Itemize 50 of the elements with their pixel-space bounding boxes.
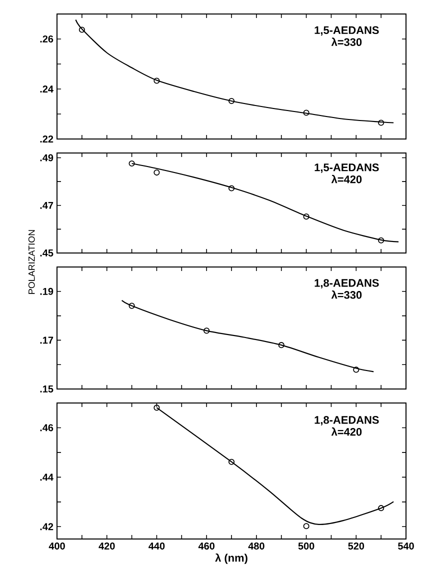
point	[154, 78, 160, 84]
y-tick-label: .44	[40, 474, 54, 481]
y-tick-label: .22	[40, 136, 54, 142]
y-tick-label: .17	[40, 336, 54, 344]
point	[228, 185, 235, 192]
x-axis-title: λ (nm)	[215, 553, 248, 564]
annotation: 1,8-AEDANS	[314, 416, 379, 426]
x-tick-label: 440	[148, 542, 165, 550]
x-tick-label: 520	[348, 542, 364, 550]
point	[303, 214, 310, 220]
line-series	[131, 162, 400, 242]
y-tick-label: .49	[40, 154, 54, 162]
point	[128, 302, 135, 309]
point	[228, 98, 235, 104]
annotation: 1,8-AEDANS	[314, 279, 379, 288]
line-series	[121, 300, 374, 372]
point	[378, 237, 384, 244]
point	[154, 169, 160, 176]
y-tick-label: .45	[40, 250, 54, 256]
line-series	[75, 19, 394, 124]
y-tick-label: .47	[40, 202, 54, 209]
x-tick-label: 480	[248, 542, 264, 550]
line-series	[156, 407, 394, 525]
y-tick-label: .19	[40, 288, 54, 295]
annotation: λ=330	[331, 38, 362, 46]
point	[78, 26, 85, 33]
point	[353, 366, 360, 373]
point	[303, 523, 310, 530]
y-tick-label: .26	[40, 35, 54, 43]
point	[228, 458, 235, 465]
point	[378, 120, 384, 126]
annotation: λ=420	[331, 174, 362, 184]
y-tick-label: .46	[40, 424, 54, 432]
y-tick-label: .15	[40, 386, 54, 392]
annotation: λ=330	[331, 290, 362, 299]
y-tick-label: .24	[40, 86, 54, 92]
y-axis-title: POLARIZATION	[28, 230, 35, 294]
x-tick-label: 540	[398, 542, 414, 550]
annotation: 1,5-AEDANS	[314, 164, 379, 173]
x-tick-label: 400	[48, 542, 65, 550]
point	[204, 328, 210, 334]
point	[278, 342, 284, 348]
x-tick-label: 420	[98, 542, 115, 550]
x-tick-label: 460	[198, 542, 214, 550]
point	[378, 505, 384, 512]
point	[303, 110, 310, 116]
y-tick-label: .42	[40, 523, 54, 530]
annotation: λ=420	[331, 427, 362, 436]
annotation: 1,5-AEDANS	[314, 26, 379, 36]
x-tick-label: 500	[298, 542, 314, 550]
